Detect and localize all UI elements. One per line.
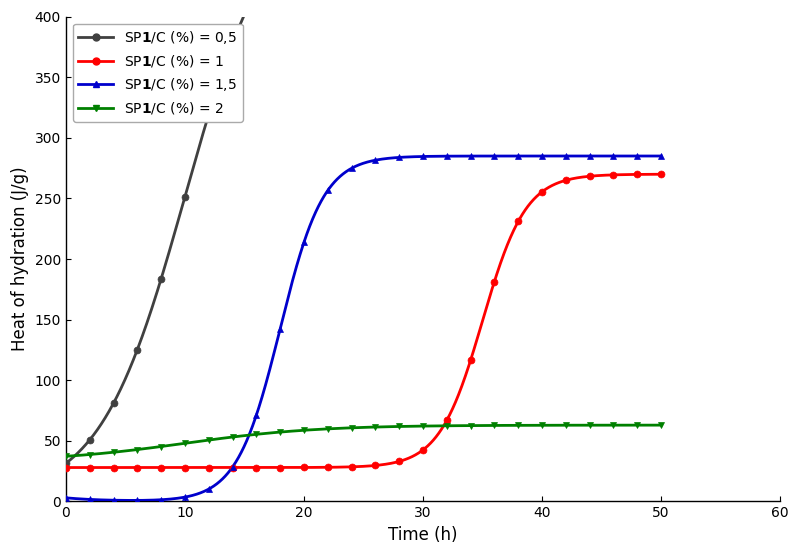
X-axis label: Time (h): Time (h) [388, 526, 458, 544]
Legend: SP$\mathbf{1}$/C (%) = 0,5, SP$\mathbf{1}$/C (%) = 1, SP$\mathbf{1}$/C (%) = 1,5: SP$\mathbf{1}$/C (%) = 0,5, SP$\mathbf{1… [73, 23, 242, 122]
Y-axis label: Heat of hydration (J/g): Heat of hydration (J/g) [11, 166, 29, 351]
